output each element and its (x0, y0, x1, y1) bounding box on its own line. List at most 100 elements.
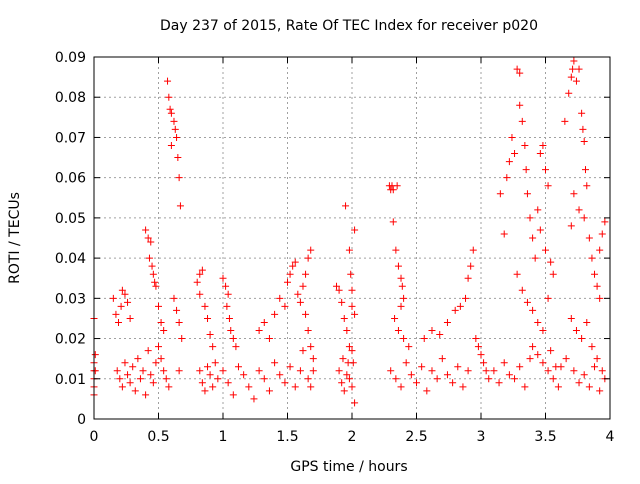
data-point (219, 367, 227, 375)
data-point (480, 359, 488, 367)
data-point (351, 226, 359, 234)
data-point (531, 254, 539, 262)
data-point (229, 335, 237, 343)
y-tick-label: 0.07 (55, 130, 86, 146)
x-tick-label: 1 (219, 429, 228, 445)
data-point (583, 182, 591, 190)
data-point (115, 318, 123, 326)
data-point (124, 298, 132, 306)
data-point (591, 270, 599, 278)
data-point (596, 246, 604, 254)
data-point (579, 125, 587, 133)
chart-title: Day 237 of 2015, Rate Of TEC Index for r… (160, 18, 538, 34)
data-point (575, 379, 583, 387)
data-point (219, 274, 227, 282)
data-point (596, 294, 604, 302)
data-point (307, 383, 315, 391)
data-point (567, 73, 575, 81)
data-point (302, 270, 310, 278)
data-point (201, 302, 209, 310)
data-point (464, 274, 472, 282)
data-point (529, 306, 537, 314)
data-point (260, 375, 268, 383)
y-axis-title: ROTI / TECUs (7, 192, 23, 284)
data-point (534, 351, 542, 359)
data-point (389, 218, 397, 226)
data-point (149, 270, 157, 278)
data-point (443, 371, 451, 379)
data-point (591, 363, 599, 371)
data-point (539, 359, 547, 367)
data-point (402, 359, 410, 367)
data-point (580, 137, 588, 145)
data-point (542, 166, 549, 174)
data-point (343, 327, 351, 335)
data-point (340, 314, 348, 322)
data-point (348, 302, 356, 310)
data-point (338, 379, 346, 387)
x-tick-label: 1.5 (276, 429, 298, 445)
data-point (394, 262, 402, 270)
data-point (554, 383, 562, 391)
data-point (477, 351, 485, 359)
data-point (147, 371, 155, 379)
data-point (304, 327, 312, 335)
data-point (113, 367, 121, 375)
data-point (171, 125, 179, 133)
data-point (265, 335, 273, 343)
data-point (175, 367, 183, 375)
data-point (529, 234, 537, 242)
data-point (240, 371, 248, 379)
data-points-layer (90, 57, 609, 407)
data-point (196, 367, 204, 375)
data-point (344, 359, 352, 367)
data-point (392, 375, 400, 383)
data-point (516, 101, 524, 109)
data-point (393, 182, 401, 190)
data-point (167, 109, 175, 117)
data-point (462, 294, 470, 302)
data-point (291, 258, 299, 266)
data-point (148, 262, 156, 270)
data-point (522, 166, 530, 174)
data-point (196, 270, 204, 278)
data-point (572, 327, 580, 335)
data-point (149, 379, 157, 387)
data-point (335, 367, 343, 375)
data-point (485, 375, 493, 383)
data-point (155, 343, 162, 351)
data-point (204, 363, 212, 371)
data-point (575, 65, 583, 73)
data-point (175, 174, 183, 182)
data-point (164, 77, 172, 85)
data-point (340, 387, 348, 395)
y-tick-label: 0.04 (55, 251, 86, 267)
data-point (136, 375, 144, 383)
data-point (544, 294, 552, 302)
data-point (490, 367, 498, 375)
data-point (438, 355, 446, 363)
data-point (518, 117, 526, 125)
data-point (126, 314, 134, 322)
y-tick-label: 0.09 (55, 50, 86, 66)
data-point (126, 379, 134, 387)
data-point (309, 367, 317, 375)
x-tick-label: 4 (606, 429, 615, 445)
data-point (131, 387, 139, 395)
data-point (449, 379, 457, 387)
data-point (397, 383, 405, 391)
data-point (523, 190, 531, 198)
data-point (345, 246, 353, 254)
data-point (339, 355, 347, 363)
data-point (144, 347, 152, 355)
data-point (413, 379, 420, 387)
data-point (118, 383, 126, 391)
data-point (294, 290, 302, 298)
data-point (167, 141, 175, 149)
data-point (142, 391, 150, 399)
data-point (145, 254, 153, 262)
data-point (544, 367, 552, 375)
data-point (206, 331, 214, 339)
data-point (580, 371, 588, 379)
